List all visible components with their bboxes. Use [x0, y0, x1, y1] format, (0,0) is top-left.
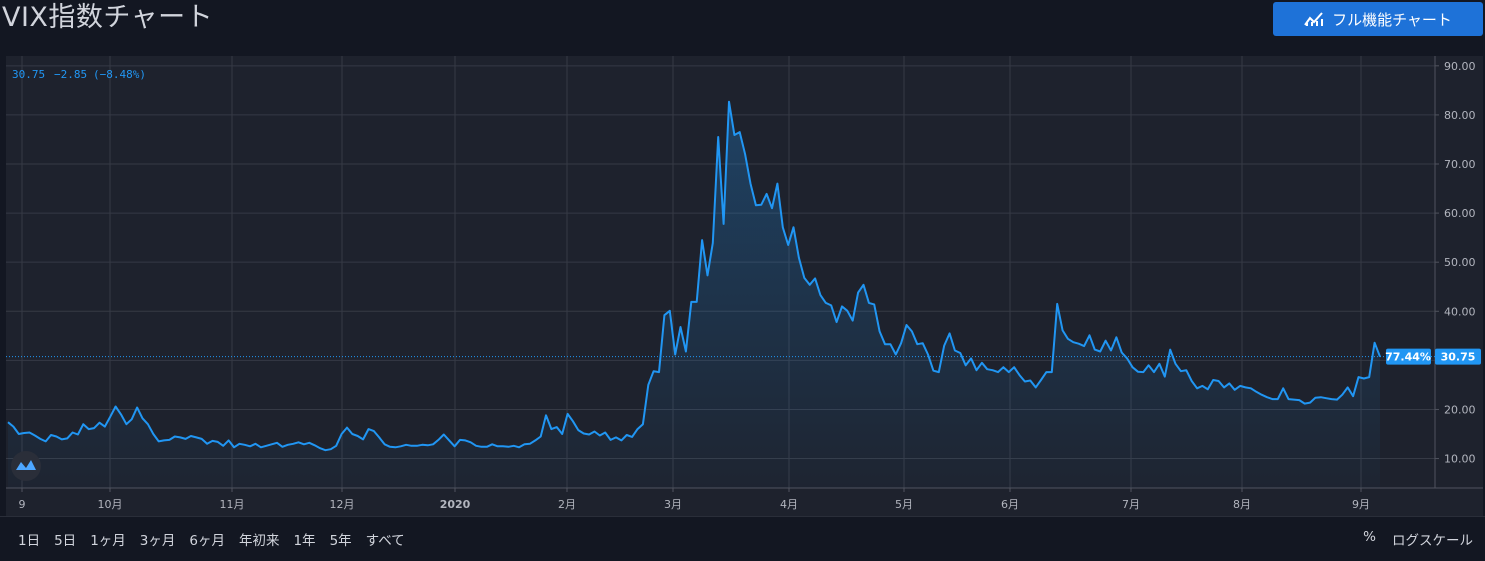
x-tick-label: 3月: [664, 498, 682, 511]
time-range-button[interactable]: 5年: [329, 533, 352, 549]
time-range-button[interactable]: 5日: [54, 533, 77, 549]
x-tick-label: 2020: [440, 498, 471, 511]
y-tick-label: 60.00: [1444, 207, 1476, 220]
log-scale-button[interactable]: ログスケール: [1392, 533, 1473, 549]
x-tick-label: 7月: [1122, 498, 1140, 511]
last-price-label: 30.75: [1441, 351, 1476, 364]
x-tick-label: 11月: [220, 498, 245, 511]
x-tick-label: 9: [19, 498, 26, 511]
time-range-button[interactable]: 年初来: [238, 533, 280, 549]
y-tick-label: 70.00: [1444, 158, 1476, 171]
y-tick-label: 90.00: [1444, 60, 1476, 73]
vix-series-line: [7, 100, 1381, 452]
bottom-toolbar: 1日 5日 1ヶ月 3ヶ月 6ヶ月 年初来 1年 5年 すべて % ログスケール: [0, 516, 1485, 561]
x-tick-label: 5月: [895, 498, 913, 511]
legend-change: −2.85: [54, 68, 87, 81]
x-tick-label: 8月: [1233, 498, 1251, 511]
chart-area[interactable]: 90.0080.0070.0060.0050.0040.0030.0020.00…: [6, 56, 1483, 516]
x-tick-label: 10月: [98, 498, 123, 511]
x-tick-label: 12月: [330, 498, 355, 511]
vix-chart[interactable]: 90.0080.0070.0060.0050.0040.0030.0020.00…: [6, 56, 1483, 516]
time-range-button[interactable]: すべて: [365, 533, 405, 549]
x-tick-label: 2月: [558, 498, 576, 511]
full-chart-button[interactable]: フル機能チャート: [1273, 2, 1483, 36]
time-range-button[interactable]: 1ヶ月: [90, 533, 126, 549]
chart-legend: 30.75 −2.85 (−8.48%): [12, 68, 146, 81]
legend-change-pct: (−8.48%): [93, 68, 146, 81]
x-tick-label: 6月: [1001, 498, 1019, 511]
percent-scale-button[interactable]: %: [1363, 529, 1376, 545]
y-tick-label: 10.00: [1444, 453, 1476, 466]
time-range-button[interactable]: 1年: [293, 533, 316, 549]
time-axis-labels: 9 10月 11月 12月 2020 2月 3月 4月 5月 6月 7月 8月 9月: [19, 488, 1370, 511]
time-range-button[interactable]: 3ヶ月: [139, 533, 176, 549]
time-range-selector: 1日 5日 1ヶ月 3ヶ月 6ヶ月 年初来 1年 5年 すべて: [18, 529, 419, 549]
legend-value: 30.75: [12, 68, 45, 81]
price-axis-labels: 90.0080.0070.0060.0050.0040.0030.0020.00…: [1435, 60, 1476, 466]
tradingview-logo-icon[interactable]: [11, 451, 41, 481]
chart-line-icon: [1304, 11, 1324, 27]
y-tick-label: 50.00: [1444, 256, 1476, 269]
x-tick-label: 9月: [1352, 498, 1370, 511]
y-tick-label: 40.00: [1444, 305, 1476, 318]
last-price-tag: 77.44% 30.75: [1385, 348, 1481, 365]
y-tick-label: 20.00: [1444, 403, 1476, 416]
y-tick-label: 80.00: [1444, 109, 1476, 122]
scale-controls: % ログスケール: [1363, 529, 1473, 549]
percent-label: 77.44%: [1385, 351, 1431, 364]
vix-area-fill: [8, 101, 1380, 488]
time-range-button[interactable]: 6ヶ月: [189, 533, 225, 549]
time-range-button[interactable]: 1日: [18, 533, 41, 549]
x-tick-label: 4月: [780, 498, 798, 511]
page-title: VIX指数チャート: [2, 2, 214, 33]
full-chart-button-label: フル機能チャート: [1332, 10, 1452, 29]
